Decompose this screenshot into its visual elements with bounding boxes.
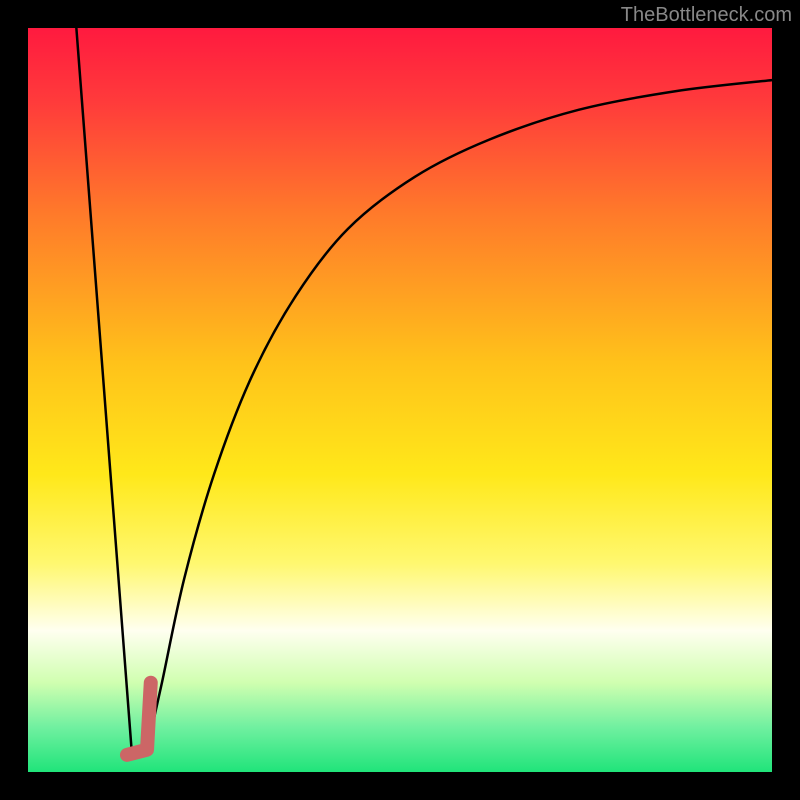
chart-svg bbox=[28, 28, 772, 772]
gradient-background bbox=[28, 28, 772, 772]
watermark-text: TheBottleneck.com bbox=[621, 4, 792, 27]
bottleneck-chart bbox=[28, 28, 772, 772]
